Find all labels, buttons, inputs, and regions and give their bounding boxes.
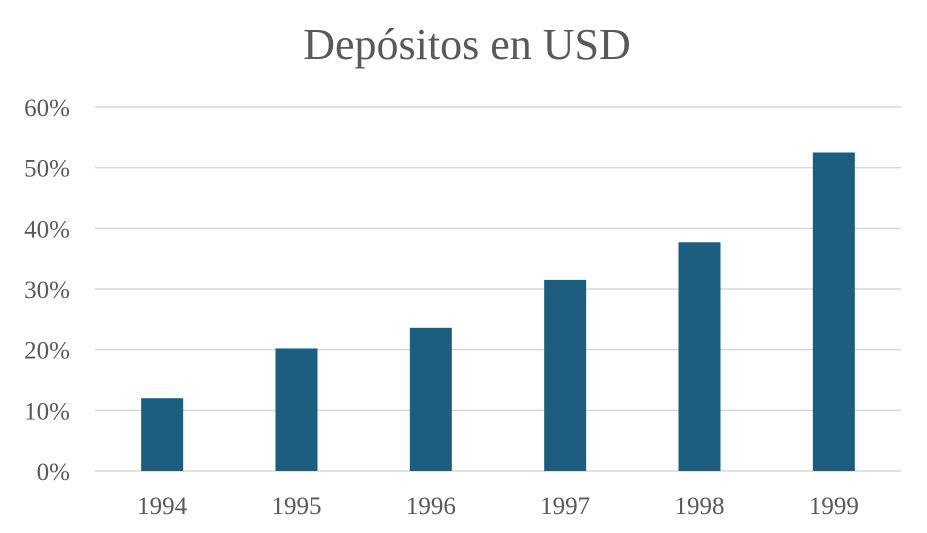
bar-1997: [544, 279, 587, 471]
x-tick-label: 1995: [272, 493, 322, 520]
y-tick-label: 50%: [24, 156, 70, 183]
bar-1995: [275, 348, 318, 471]
bars: [141, 152, 855, 471]
y-tick-label: 10%: [24, 398, 70, 425]
y-axis-ticks: 0% 10% 20% 30% 40% 50% 60%: [24, 95, 70, 486]
y-tick-label: 20%: [24, 338, 70, 365]
chart-title: Depósitos en USD: [303, 20, 631, 69]
bar-1996: [409, 327, 452, 471]
y-tick-label: 40%: [24, 216, 70, 243]
y-tick-label: 0%: [37, 459, 70, 486]
x-tick-label: 1994: [137, 493, 188, 520]
x-axis-ticks: 1994 1995 1996 1997 1998 1999: [137, 493, 859, 520]
y-tick-label: 60%: [24, 95, 70, 122]
gridlines: [95, 106, 901, 472]
x-tick-label: 1997: [540, 493, 590, 520]
bar-1994: [141, 398, 184, 471]
x-tick-label: 1999: [809, 493, 859, 520]
x-tick-label: 1998: [675, 493, 725, 520]
x-tick-label: 1996: [406, 493, 456, 520]
y-tick-label: 30%: [24, 277, 70, 304]
bar-1999: [812, 152, 855, 471]
bar-1998: [678, 242, 721, 471]
